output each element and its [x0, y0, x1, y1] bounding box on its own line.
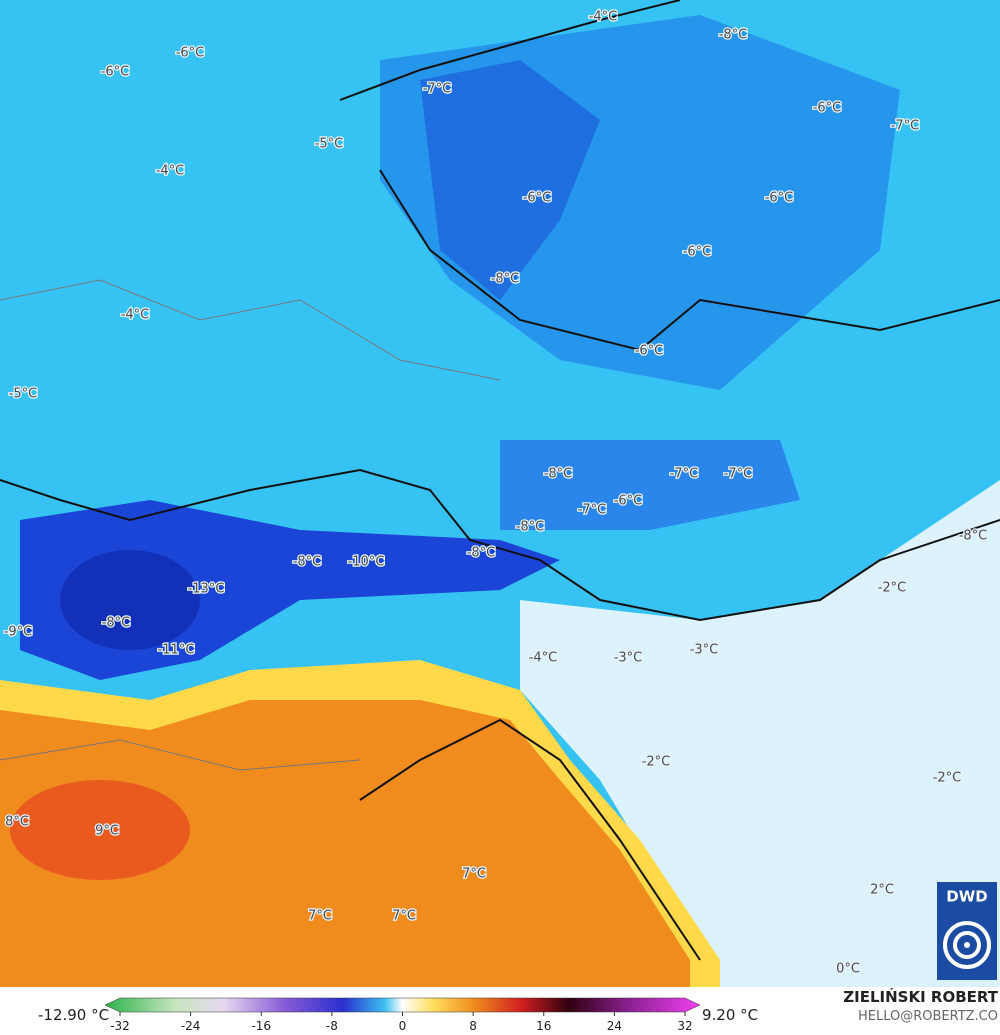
temperature-label: -8°C	[544, 467, 573, 482]
temperature-label: -6°C	[523, 191, 552, 206]
colorbar-gradient	[104, 997, 701, 1013]
temperature-label: -2°C	[933, 771, 962, 786]
temperature-label: -6°C	[683, 245, 712, 260]
temperature-label: -8°C	[293, 555, 322, 570]
temperature-label: 7°C	[392, 909, 416, 924]
temperature-label: -2°C	[642, 755, 671, 770]
colorbar-min: -12.90 °C	[38, 1006, 109, 1024]
colorbar-tick-label: -8	[326, 1019, 338, 1033]
map-background	[0, 0, 1000, 987]
temperature-label: -10°C	[348, 555, 385, 570]
credit-email: HELLO@ROBERTZ.CO	[858, 1009, 998, 1024]
colorbar-tick-label: 24	[607, 1019, 622, 1033]
temperature-label: -7°C	[578, 503, 607, 518]
temperature-label: -8°C	[959, 529, 988, 544]
temperature-label: 7°C	[462, 867, 486, 882]
temperature-label: -3°C	[690, 643, 719, 658]
temperature-label: -13°C	[188, 582, 225, 597]
colorbar-tick-label: 32	[677, 1019, 692, 1033]
temperature-label: -6°C	[813, 101, 842, 116]
temperature-label: 9°C	[95, 824, 119, 839]
temperature-label: -8°C	[102, 616, 131, 631]
temperature-label: -8°C	[491, 272, 520, 287]
temperature-label: 8°C	[5, 815, 29, 830]
temperature-label: -4°C	[589, 10, 618, 25]
temperature-label: -7°C	[670, 467, 699, 482]
temperature-label: -11°C	[158, 643, 195, 658]
temperature-label: 7°C	[308, 909, 332, 924]
temperature-label: -6°C	[176, 46, 205, 61]
colorbar-tick-label: -24	[181, 1019, 201, 1033]
temperature-label: -5°C	[9, 387, 38, 402]
colorbar-tick-label: 0	[399, 1019, 407, 1033]
temperature-label: -4°C	[121, 308, 150, 323]
temperature-label: -7°C	[891, 119, 920, 134]
temperature-label: -4°C	[529, 651, 558, 666]
colorbar-max: 9.20 °C	[702, 1006, 758, 1024]
temperature-label: -7°C	[423, 82, 452, 97]
temperature-label: -6°C	[101, 65, 130, 80]
temperature-label: -9°C	[4, 625, 33, 640]
temperature-label: -6°C	[614, 494, 643, 509]
colorbar-tick-label: 8	[469, 1019, 477, 1033]
temperature-label: -8°C	[516, 520, 545, 535]
temperature-label: -4°C	[156, 164, 185, 179]
temperature-label: 0°C	[836, 962, 860, 977]
colorbar-tick-label: -32	[110, 1019, 130, 1033]
temperature-label: -8°C	[719, 28, 748, 43]
logo-text: DWD	[946, 888, 987, 906]
temperature-label: -5°C	[315, 137, 344, 152]
temperature-label: -6°C	[765, 191, 794, 206]
dwd-logo: DWD	[937, 882, 997, 980]
temperature-label: -8°C	[467, 546, 496, 561]
temperature-label: -7°C	[724, 467, 753, 482]
temperature-label: -3°C	[614, 651, 643, 666]
colorbar-tick-label: -16	[251, 1019, 271, 1033]
temperature-label: 2°C	[870, 883, 894, 898]
temperature-label: -2°C	[878, 581, 907, 596]
colorbar-tick-label: 16	[536, 1019, 551, 1033]
temperature-label: -6°C	[635, 344, 664, 359]
credit-name: ZIELIŃSKI ROBERT	[843, 987, 998, 1006]
